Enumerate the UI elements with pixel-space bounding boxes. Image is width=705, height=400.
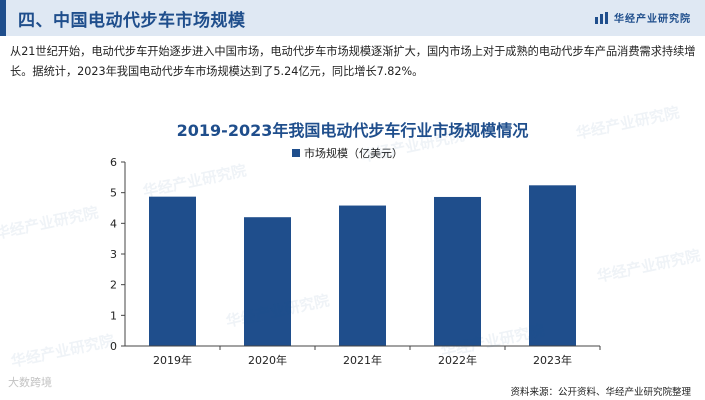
y-tick-label: 6 (110, 156, 117, 169)
x-tick-label: 2020年 (248, 353, 287, 367)
y-tick-label: 1 (110, 309, 117, 322)
brand-name: 华经产业研究院 (614, 14, 691, 25)
brand: 华经产业研究院 (595, 10, 691, 25)
bar-chart-logo-icon (595, 11, 608, 24)
legend-swatch (292, 149, 300, 157)
x-tick-label: 2022年 (438, 353, 477, 367)
legend-label: 市场规模（亿美元） (304, 146, 403, 160)
bar-2022年 (434, 196, 481, 346)
x-tick-label: 2023年 (533, 353, 572, 367)
y-tick-label: 5 (110, 187, 117, 200)
bar-2021年 (339, 205, 386, 346)
y-tick-label: 2 (110, 279, 117, 292)
page-header: 四、中国电动代步车市场规模 华经产业研究院 (0, 0, 705, 36)
header-accent-bar (0, 0, 6, 36)
corner-watermark: 大数跨境 (8, 376, 52, 389)
legend: 市场规模（亿美元） (292, 146, 403, 160)
y-tick-label: 3 (110, 248, 117, 261)
intro-paragraph: 从21世纪开始，电动代步车开始逐步进入中国市场，电动代步车市场规模逐渐扩大，国内… (10, 45, 696, 78)
y-tick-label: 4 (110, 217, 117, 230)
x-tick-label: 2021年 (343, 353, 382, 367)
source-note: 资料来源：公开资料、华经产业研究院整理 (510, 387, 691, 398)
y-tick-label: 0 (110, 340, 117, 353)
chart-title: 2019-2023年我国电动代步车行业市场规模情况 (176, 121, 529, 140)
bar-2023年 (529, 185, 576, 346)
bar-2020年 (244, 217, 291, 346)
bar-2019年 (149, 196, 196, 346)
page-title: 四、中国电动代步车市场规模 (18, 11, 246, 31)
x-tick-label: 2019年 (153, 353, 192, 367)
